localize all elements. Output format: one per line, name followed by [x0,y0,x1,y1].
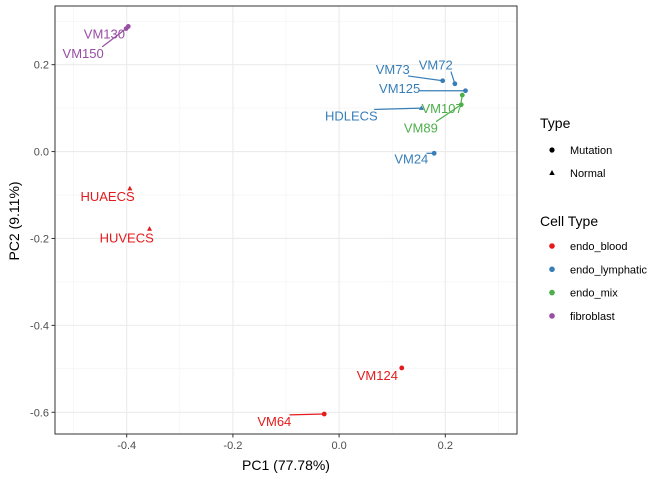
legend-cell-label: fibroblast [570,311,615,323]
point-label: VM24 [394,151,428,166]
panel-border [54,5,518,435]
y-axis-ticks: -0.6 -0.4 -0.2 0.0 0.2 [30,60,55,419]
y-tick-label: -0.2 [30,233,49,245]
label-connector [101,28,127,48]
y-tick-label: 0.2 [34,60,49,72]
data-point [463,88,468,94]
label-connectors [101,28,466,416]
label-connector [374,107,422,111]
point-label: VM72 [419,58,453,73]
legend-type-label: Normal [570,168,605,180]
x-tick-label: -0.2 [223,440,242,452]
point-label: VM73 [376,62,410,77]
point-label: VM64 [257,414,291,429]
legend-cell-title: Cell Type [540,213,598,229]
minor-gridlines [55,6,517,434]
point-label: HDLECS [325,108,378,123]
label-connector [435,104,462,123]
y-tick-label: 0.0 [34,147,49,159]
legend: Type Mutation Normal Cell Type endo_blood… [540,115,648,323]
point-label: VM125 [379,81,420,96]
data-point [459,92,465,98]
legend-color-dot [549,266,555,273]
label-connector [289,413,325,416]
data-point [321,411,327,417]
data-point [458,102,464,108]
point-label: VM150 [63,46,104,61]
legend-color-dot [549,313,555,319]
legend-cell-label: endo_mix [570,288,618,300]
label-connector [407,75,443,82]
legend-type-title: Type [540,115,571,131]
legend-type-label: Mutation [570,145,612,157]
data-point [147,226,153,231]
y-axis-title: PC2 (9.11%) [6,181,22,260]
point-label: VM107 [422,101,463,116]
y-tick-label: -0.4 [30,320,49,332]
point-label: VM130 [84,26,125,41]
legend-type-items: Mutation Normal [549,145,612,180]
legend-color-dot [549,243,555,249]
x-tick-label: -0.4 [117,440,136,452]
x-tick-label: 0.0 [331,440,346,452]
legend-cell-label: endo_lymphatic [570,264,648,276]
data-point [440,78,446,84]
data-point [399,365,405,371]
x-axis-title: PC1 (77.78%) [242,457,330,473]
point-label: HUAECS [80,189,135,204]
legend-cell-label: endo_blood [570,241,628,253]
x-axis-ticks: -0.4 -0.2 0.0 0.2 [117,434,453,452]
circle-icon [549,147,555,153]
point-label: VM124 [357,368,398,383]
data-point [431,150,437,156]
triangle-icon [549,170,555,175]
data-point [123,26,129,31]
data-point [127,185,133,191]
data-point [418,105,424,110]
major-gridlines [55,6,517,434]
data-points [123,24,468,417]
y-tick-label: -0.6 [30,407,49,419]
point-label: HUVECS [100,231,155,246]
x-tick-label: 0.2 [438,440,453,452]
point-label: VM89 [404,121,438,136]
data-point [452,81,458,87]
legend-cell-items: endo_blood endo_lymphatic endo_mix fibrobla… [549,241,648,323]
legend-color-dot [549,289,555,296]
